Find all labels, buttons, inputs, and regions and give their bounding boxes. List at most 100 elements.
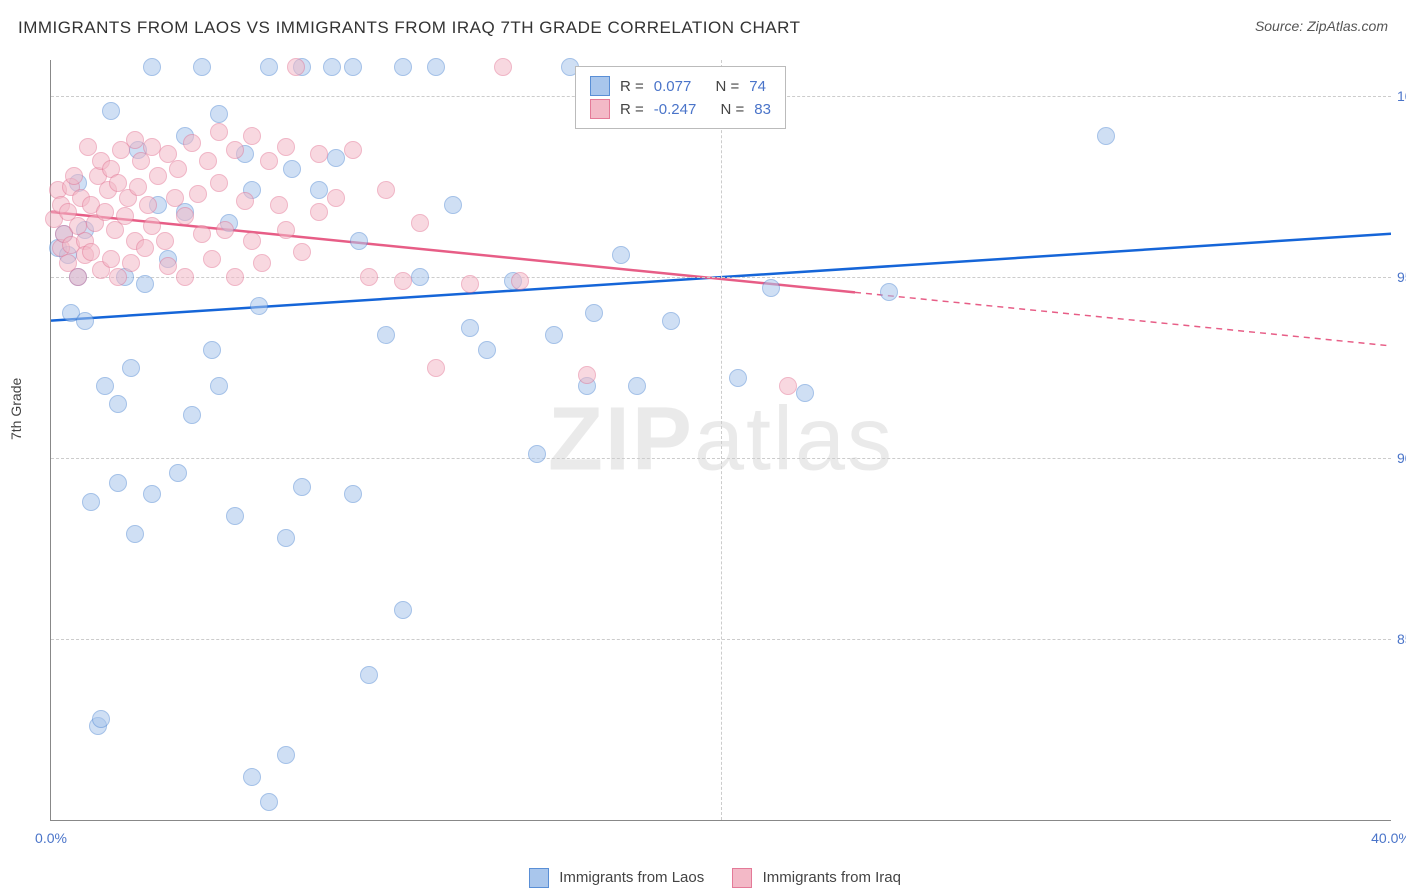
data-point: [243, 768, 261, 786]
y-tick-label: 95.0%: [1397, 269, 1406, 285]
data-point: [411, 268, 429, 286]
data-point: [136, 275, 154, 293]
data-point: [169, 160, 187, 178]
data-point: [323, 58, 341, 76]
data-point: [210, 105, 228, 123]
data-point: [82, 243, 100, 261]
data-point: [377, 326, 395, 344]
data-point: [189, 185, 207, 203]
data-point: [159, 257, 177, 275]
data-point: [126, 131, 144, 149]
data-point: [166, 189, 184, 207]
data-point: [210, 377, 228, 395]
data-point: [427, 58, 445, 76]
y-axis-label: 7th Grade: [8, 378, 24, 440]
data-point: [250, 297, 268, 315]
data-point: [528, 445, 546, 463]
chart-title: IMMIGRANTS FROM LAOS VS IMMIGRANTS FROM …: [18, 18, 800, 38]
data-point: [183, 406, 201, 424]
data-point: [253, 254, 271, 272]
data-point: [394, 272, 412, 290]
legend-label-iraq: Immigrants from Iraq: [763, 869, 901, 886]
data-point: [116, 207, 134, 225]
data-point: [210, 123, 228, 141]
data-point: [169, 464, 187, 482]
data-point: [226, 268, 244, 286]
data-point: [199, 152, 217, 170]
data-point: [136, 239, 154, 257]
data-point: [344, 485, 362, 503]
data-point: [585, 304, 603, 322]
data-point: [203, 341, 221, 359]
data-point: [394, 58, 412, 76]
data-point: [796, 384, 814, 402]
data-point: [149, 167, 167, 185]
data-point: [226, 507, 244, 525]
data-point: [226, 141, 244, 159]
data-point: [411, 214, 429, 232]
data-point: [283, 160, 301, 178]
data-point: [193, 225, 211, 243]
data-point: [183, 134, 201, 152]
data-point: [92, 710, 110, 728]
n-value-iraq: 83: [754, 101, 771, 118]
data-point: [344, 141, 362, 159]
data-point: [65, 167, 83, 185]
y-tick-label: 85.0%: [1397, 631, 1406, 647]
data-point: [327, 189, 345, 207]
data-point: [350, 232, 368, 250]
data-point: [129, 178, 147, 196]
data-point: [143, 485, 161, 503]
data-point: [260, 152, 278, 170]
data-point: [69, 268, 87, 286]
x-tick-label: 0.0%: [35, 830, 67, 846]
data-point: [444, 196, 462, 214]
data-point: [236, 192, 254, 210]
legend-swatch-laos: [529, 868, 549, 888]
data-point: [260, 58, 278, 76]
data-point: [762, 279, 780, 297]
data-point: [511, 272, 529, 290]
data-point: [96, 203, 114, 221]
data-point: [287, 58, 305, 76]
data-point: [461, 319, 479, 337]
data-point: [1097, 127, 1115, 145]
data-point: [139, 196, 157, 214]
data-point: [310, 203, 328, 221]
data-point: [344, 58, 362, 76]
data-point: [310, 181, 328, 199]
data-point: [662, 312, 680, 330]
chart-container: IMMIGRANTS FROM LAOS VS IMMIGRANTS FROM …: [0, 0, 1406, 892]
data-point: [126, 525, 144, 543]
data-point: [293, 478, 311, 496]
stats-swatch-iraq: [590, 99, 610, 119]
legend-label-laos: Immigrants from Laos: [559, 869, 704, 886]
data-point: [122, 254, 140, 272]
data-point: [109, 395, 127, 413]
data-point: [270, 196, 288, 214]
data-point: [156, 232, 174, 250]
data-point: [293, 243, 311, 261]
data-point: [578, 366, 596, 384]
data-point: [360, 268, 378, 286]
stats-box: R = 0.077 N = 74 R = -0.247 N = 83: [575, 66, 786, 129]
data-point: [243, 127, 261, 145]
data-point: [628, 377, 646, 395]
data-point: [79, 138, 97, 156]
data-point: [210, 174, 228, 192]
stats-row-laos: R = 0.077 N = 74: [590, 76, 771, 96]
r-value-iraq: -0.247: [654, 101, 697, 118]
data-point: [122, 359, 140, 377]
data-point: [143, 217, 161, 235]
n-value-laos: 74: [749, 78, 766, 95]
data-point: [216, 221, 234, 239]
y-tick-label: 90.0%: [1397, 450, 1406, 466]
legend-swatch-iraq: [732, 868, 752, 888]
legend-bottom: Immigrants from Laos Immigrants from Ira…: [0, 868, 1406, 888]
data-point: [76, 312, 94, 330]
x-tick-label: 40.0%: [1371, 830, 1406, 846]
data-point: [176, 207, 194, 225]
data-point: [109, 268, 127, 286]
data-point: [327, 149, 345, 167]
data-point: [82, 493, 100, 511]
